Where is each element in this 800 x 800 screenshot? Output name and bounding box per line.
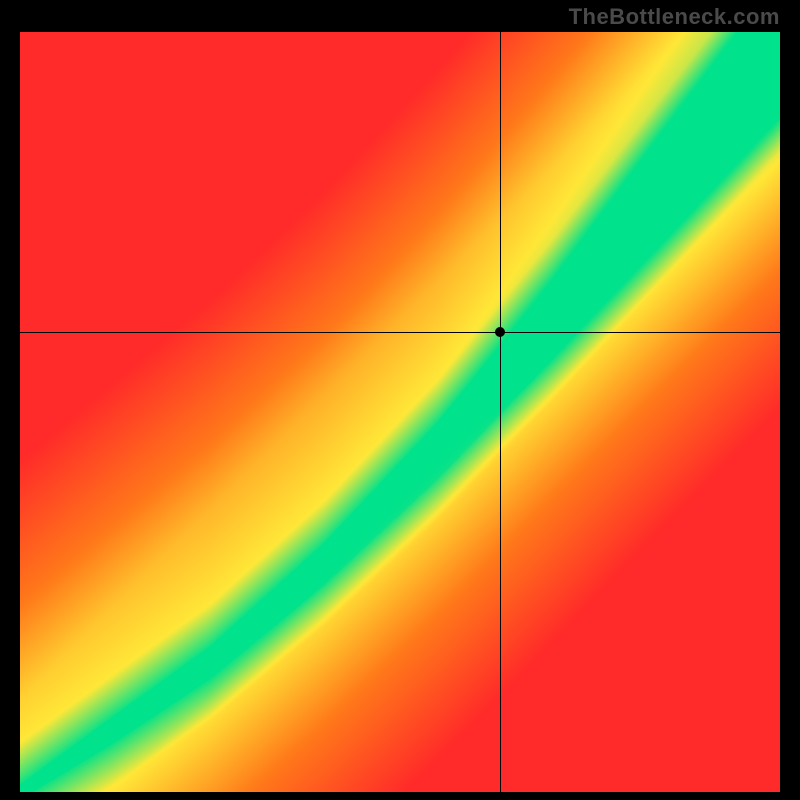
crosshair-vertical (500, 32, 501, 792)
crosshair-horizontal (20, 332, 780, 333)
plot-area (20, 32, 780, 792)
data-point-marker (495, 327, 505, 337)
watermark-text: TheBottleneck.com (569, 4, 780, 30)
chart-container: TheBottleneck.com (0, 0, 800, 800)
heatmap-canvas (20, 32, 780, 792)
